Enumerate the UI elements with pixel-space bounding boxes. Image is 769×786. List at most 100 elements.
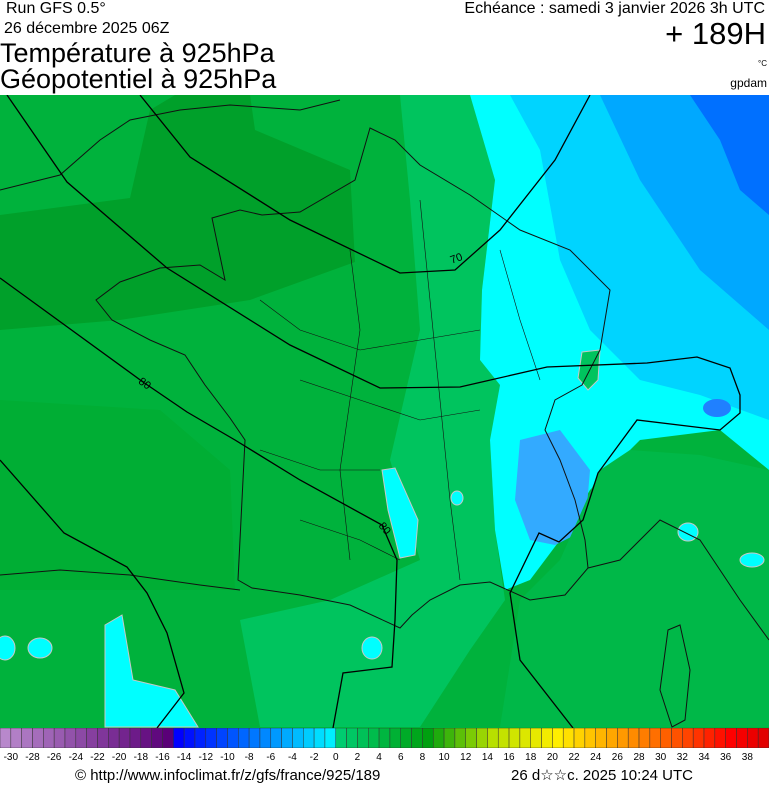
colorbar-tick-label: 36: [720, 752, 732, 763]
colorbar-cell: [714, 728, 726, 748]
colorbar-cell: [638, 728, 651, 748]
colorbar-cell: [432, 728, 445, 748]
forecast-valid-time: Echéance : samedi 3 janvier 2026 3h UTC: [464, 0, 765, 17]
colorbar-tick-label: -8: [244, 752, 254, 763]
colorbar-tick-label: -2: [309, 752, 319, 763]
colorbar-cell: [97, 728, 109, 748]
colorbar-cell: [692, 728, 705, 748]
colorbar-tick-label: -16: [155, 752, 170, 763]
colorbar-cell: [259, 728, 272, 748]
colorbar-tick-label: 12: [460, 752, 472, 763]
colorbar-cell: [173, 728, 185, 748]
weather-map: 70 80 80: [0, 95, 769, 728]
colorbar-tick-label: -14: [176, 752, 192, 763]
colorbar-tick-label: -20: [111, 752, 127, 763]
colorbar-tick-label: -26: [46, 752, 62, 763]
field-cyan-blob: [739, 552, 765, 568]
colorbar-cell: [108, 728, 120, 748]
colorbar-cell: [422, 728, 434, 748]
italy-coast: [587, 519, 769, 641]
colorbar-tick-label: -12: [198, 752, 214, 763]
colorbar-cell: [541, 728, 553, 748]
colorbar-tick-label: 34: [698, 752, 710, 763]
field-cyan-blob: [677, 522, 699, 542]
colorbar-tick-label: -24: [68, 752, 84, 763]
colorbar-cell: [725, 728, 737, 748]
field-cyan-blob: [450, 490, 464, 506]
colorbar-tick-label: 8: [419, 752, 426, 763]
colorbar-cell: [487, 728, 499, 748]
colorbar-cell: [454, 728, 466, 748]
colorbar-cell: [443, 728, 456, 748]
colorbar-tick-label: -28: [25, 752, 40, 763]
geopotential-contour-70: [139, 95, 591, 274]
colorbar-tick-label: -22: [90, 752, 105, 763]
colorbar-tick-label: 18: [525, 752, 537, 763]
colorbar-tick-label: 22: [568, 752, 580, 763]
geopotential-contour-80: [0, 277, 398, 728]
internal-borders: [259, 199, 541, 581]
colorbar-tick-label: 16: [503, 752, 515, 763]
colorbar-cell: [292, 728, 304, 748]
colorbar-cell: [129, 728, 142, 748]
colorbar-cell: [205, 728, 217, 748]
corsica: [659, 624, 691, 728]
colorbar-cell: [703, 728, 716, 748]
colorbar-cell: [75, 728, 87, 748]
colorbar-cell: [281, 728, 293, 748]
colorbar-cell: [335, 728, 347, 748]
colorbar-cell: [389, 728, 401, 748]
colorbar-cell: [194, 728, 207, 748]
colorbar-tick-label: 30: [655, 752, 667, 763]
colorbar-cell: [736, 728, 748, 748]
colorbar-cell: [238, 728, 250, 748]
colorbar-cell: [378, 728, 391, 748]
field-dark-green: [0, 95, 355, 330]
colorbar-cell: [86, 728, 98, 748]
geopotential-contour: [6, 95, 741, 728]
spain-coast: [0, 569, 241, 591]
colorbar-cell: [519, 728, 531, 748]
colorbar-cell: [140, 728, 152, 748]
colorbar-cell: [216, 728, 228, 748]
colorbar-cell: [43, 728, 55, 748]
field-deep-blue: [690, 95, 769, 215]
field-cyan-blob: [27, 637, 53, 659]
colorbar-cell: [757, 728, 769, 748]
geopotential-contour: [0, 459, 185, 728]
colorbar-cell: [248, 728, 261, 748]
unit-temperature: °C: [758, 59, 767, 68]
uk-coast: [0, 99, 341, 191]
colorbar-cell: [10, 728, 22, 748]
colorbar-cell: [32, 728, 44, 748]
unit-geopotential: gpdam: [730, 76, 767, 90]
colorbar-tick-label: 10: [438, 752, 450, 763]
colorbar-cell: [562, 728, 575, 748]
colorbar-cell: [660, 728, 672, 748]
colorbar-cell: [324, 728, 337, 748]
colorbar-cell: [465, 728, 477, 748]
source-url[interactable]: © http://www.infoclimat.fr/z/gfs/france/…: [75, 767, 381, 784]
field-cyan-central: [381, 467, 419, 559]
colorbar-cell: [53, 728, 66, 748]
contour-label-70: 70: [449, 251, 465, 266]
colorbar-cell: [552, 728, 564, 748]
field-cyan-blob: [0, 635, 16, 661]
colorbar-cell: [617, 728, 629, 748]
colorbar-cell: [118, 728, 131, 748]
field-dark-green-sw: [0, 400, 235, 590]
colorbar-tick-label: -10: [220, 752, 235, 763]
colorbar-cell: [0, 728, 12, 748]
colorbar-cell: [497, 728, 510, 748]
field-light-green-east: [240, 95, 505, 727]
colorbar-cell: [411, 728, 423, 748]
field-blue-patch-sea: [703, 399, 731, 417]
colorbar-cell: [595, 728, 607, 748]
colorbar-cell: [313, 728, 326, 748]
colorbar-cell: [303, 728, 315, 748]
field-green-southeast: [500, 450, 769, 727]
colorbar-cell: [627, 728, 640, 748]
generated-timestamp: 26 d☆☆c. 2025 10:24 UTC: [511, 767, 693, 784]
colorbar-cell: [151, 728, 163, 748]
colorbar-cell: [573, 728, 586, 748]
